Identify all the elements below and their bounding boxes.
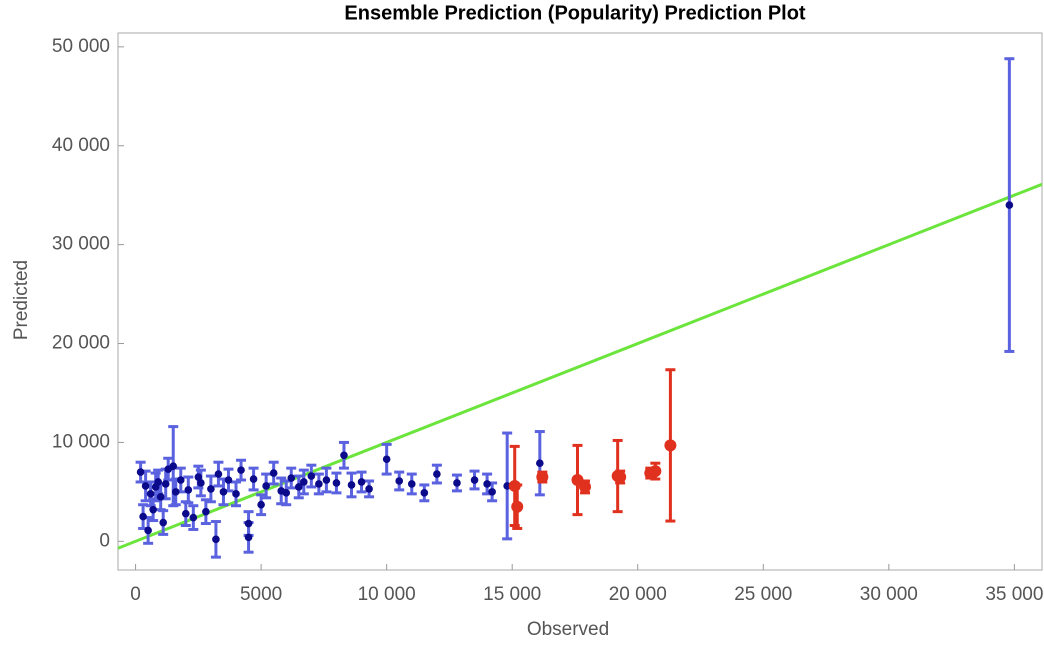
point — [1005, 201, 1014, 209]
x-tick-label: 0 — [130, 584, 141, 605]
point — [207, 485, 215, 493]
y-tick-label: 10 000 — [52, 431, 110, 452]
point — [244, 533, 253, 542]
point — [169, 462, 178, 470]
point — [189, 513, 198, 522]
point — [315, 480, 323, 488]
point — [294, 483, 303, 491]
point — [488, 488, 496, 496]
point — [159, 518, 167, 527]
x-tick-label: 10 000 — [358, 584, 416, 605]
point — [144, 526, 152, 535]
point — [579, 480, 592, 493]
point — [433, 470, 441, 478]
point — [307, 472, 316, 480]
y-axis-label: Predicted — [11, 260, 32, 340]
point — [257, 500, 265, 509]
plot-frame — [117, 32, 1043, 571]
point — [139, 512, 147, 521]
reference-line — [117, 182, 1043, 550]
point — [154, 478, 162, 486]
point — [536, 471, 549, 484]
point — [536, 459, 544, 467]
y-tick-label: 0 — [99, 530, 110, 551]
point — [214, 470, 223, 478]
point — [347, 481, 356, 489]
point — [232, 490, 240, 498]
point — [262, 482, 270, 490]
point — [483, 480, 491, 488]
point — [149, 505, 157, 514]
x-tick-label: 20 000 — [609, 584, 667, 605]
point — [269, 469, 278, 477]
x-axis-label: Observed — [527, 619, 609, 640]
point — [161, 480, 170, 488]
point — [224, 476, 233, 484]
y-tick-label: 20 000 — [52, 333, 110, 354]
point — [332, 479, 341, 487]
point — [146, 490, 155, 498]
point — [184, 486, 193, 494]
point — [136, 468, 145, 476]
point — [219, 488, 228, 496]
point — [202, 507, 210, 516]
point — [282, 489, 291, 497]
point — [382, 455, 391, 464]
point — [171, 488, 180, 496]
x-tick-label: 25 000 — [734, 584, 792, 605]
point — [470, 476, 479, 484]
point — [365, 485, 373, 493]
point — [287, 474, 296, 482]
point — [244, 519, 253, 528]
x-tick-label: 15 000 — [483, 584, 541, 605]
point — [664, 439, 677, 452]
x-tick-label: 30 000 — [860, 584, 918, 605]
point — [322, 476, 331, 484]
point — [340, 451, 348, 460]
point — [420, 489, 429, 497]
point — [249, 475, 258, 483]
point — [141, 482, 150, 490]
y-tick-label: 50 000 — [52, 36, 110, 57]
point — [156, 493, 165, 501]
x-tick-label: 35 000 — [985, 584, 1043, 605]
point — [300, 478, 308, 486]
chart-title: Ensemble Prediction (Popularity) Predict… — [344, 2, 806, 24]
x-tick-label: 5000 — [240, 584, 282, 605]
point — [649, 465, 662, 478]
point — [407, 480, 416, 488]
point — [197, 479, 205, 487]
point — [614, 471, 627, 484]
point — [194, 473, 203, 481]
point — [212, 535, 220, 544]
y-tick-label: 30 000 — [52, 234, 110, 255]
point — [508, 479, 521, 492]
point — [176, 476, 185, 484]
point — [395, 477, 404, 485]
point — [357, 478, 366, 486]
point — [453, 479, 461, 487]
point — [237, 466, 245, 474]
y-tick-label: 40 000 — [52, 135, 110, 156]
point — [511, 500, 524, 513]
point — [181, 509, 190, 518]
